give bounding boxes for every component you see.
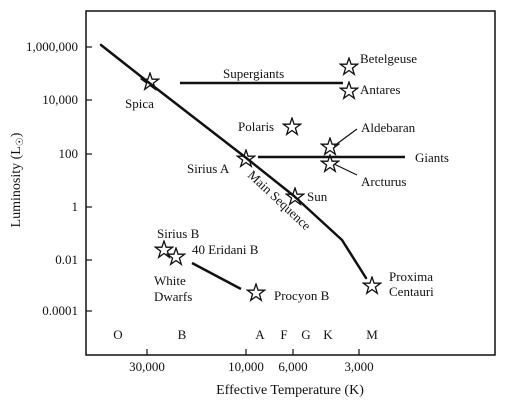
- proxima-label-line1: Proxima: [389, 269, 433, 284]
- spectral-class-m: M: [366, 327, 378, 342]
- arcturus-label: Arcturus: [361, 174, 407, 189]
- x-axis: 30,000 10,000 6,000 3,000 Effective Temp…: [129, 349, 374, 398]
- spectral-class-g: G: [301, 327, 310, 342]
- x-tick-label: 3,000: [344, 359, 373, 374]
- y-tick-label: 100: [59, 146, 79, 161]
- aldebaran-leader: [333, 128, 358, 147]
- proxima-label-line2: Centauri: [389, 284, 434, 299]
- y-axis-title-close: ): [9, 132, 24, 137]
- eridani-b-star-icon: [166, 247, 186, 265]
- y-axis-title-main: Luminosity (L: [9, 146, 24, 227]
- spectral-class-k: K: [323, 327, 333, 342]
- spectral-class-b: B: [178, 327, 187, 342]
- x-axis-title: Effective Temperature (K): [216, 383, 364, 398]
- y-axis: 1,000,000 10,000 100 1 0.01 0.0001 Lumin…: [9, 39, 92, 318]
- sun-label: Sun: [307, 189, 328, 204]
- polaris-label: Polaris: [238, 119, 274, 134]
- arcturus-leader: [333, 163, 358, 176]
- giants-label: Giants: [415, 150, 449, 165]
- betelgeuse-star-icon: [339, 57, 359, 75]
- supergiants-label: Supergiants: [223, 66, 284, 81]
- aldebaran-star-icon: [320, 137, 340, 155]
- procyon-b-label: Procyon B: [274, 288, 330, 303]
- proxima-centauri-star-icon: [362, 276, 382, 294]
- sirius-b-star-icon: [154, 240, 174, 258]
- main-sequence-line: [99, 43, 368, 280]
- spica-label: Spica: [125, 96, 154, 111]
- sirius-a-label: Sirius A: [187, 161, 230, 176]
- y-axis-title: Luminosity (L☉): [9, 132, 26, 227]
- antares-label: Antares: [360, 82, 400, 97]
- y-tick-label: 1,000,000: [26, 39, 78, 54]
- white-dwarfs-line: [191, 261, 242, 291]
- x-tick-label: 30,000: [129, 359, 165, 374]
- sun-subscript-symbol: ☉: [15, 137, 26, 146]
- x-tick-label: 10,000: [228, 359, 264, 374]
- eridani-b-label: 40 Eridani B: [192, 242, 259, 257]
- y-tick-label: 1: [72, 199, 79, 214]
- x-tick-label: 6,000: [278, 359, 307, 374]
- spectral-class-f: F: [280, 327, 287, 342]
- y-tick-label: 0.0001: [42, 303, 78, 318]
- spectral-class-a: A: [255, 327, 265, 342]
- betelgeuse-label: Betelgeuse: [360, 51, 417, 66]
- y-tick-label: 0.01: [55, 252, 78, 267]
- polaris-star-icon: [282, 117, 302, 135]
- plot-frame: [85, 10, 496, 356]
- y-tick-label: 10,000: [42, 92, 78, 107]
- aldebaran-label: Aldebaran: [361, 120, 416, 135]
- white-dwarfs-label-line1: White: [154, 273, 186, 288]
- spectral-class-o: O: [113, 327, 122, 342]
- antares-star-icon: [339, 81, 359, 99]
- sirius-b-label: Sirius B: [157, 226, 200, 241]
- procyon-b-star-icon: [246, 283, 266, 301]
- white-dwarfs-label-line2: Dwarfs: [154, 289, 192, 304]
- spectral-classes: O B A F G K M: [113, 327, 378, 342]
- main-sequence-label: Main Sequence: [245, 167, 314, 233]
